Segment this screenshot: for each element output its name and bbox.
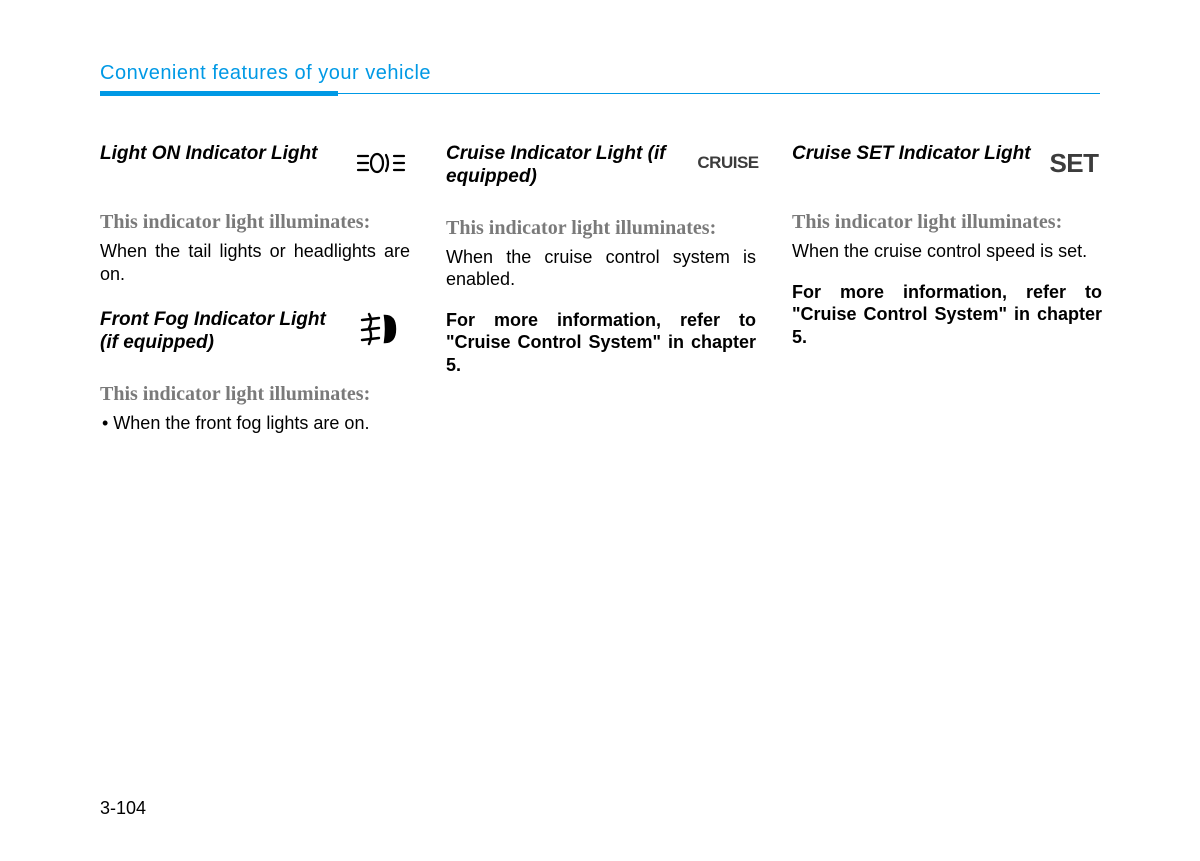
body-text: When the cruise control speed is set. — [792, 240, 1102, 263]
cruise-icon: CRUISE — [700, 143, 756, 183]
body-text: When the tail lights or headlights are o… — [100, 240, 410, 285]
column-3: Cruise SET Indicator Light SET This indi… — [792, 143, 1102, 458]
front-fog-icon — [354, 309, 410, 349]
light-on-block: Light ON Indicator Light — [100, 143, 410, 285]
body-bullet: • When the front fog lights are on. — [100, 412, 410, 435]
columns: Light ON Indicator Light — [100, 143, 1100, 458]
front-fog-block: Front Fog Indicator Light (if equipped) — [100, 309, 410, 434]
column-1: Light ON Indicator Light — [100, 143, 410, 458]
more-info: For more information, refer to "Cruise C… — [792, 281, 1102, 349]
section-title: Convenient features of your vehicle — [100, 62, 431, 89]
title-row: Front Fog Indicator Light (if equipped) — [100, 309, 410, 355]
title-row: Light ON Indicator Light — [100, 143, 410, 183]
page-number: 3-104 — [100, 798, 146, 819]
column-2: Cruise Indicator Light (if equipped) CRU… — [446, 143, 756, 458]
block-title: Front Fog Indicator Light (if equipped) — [100, 309, 346, 355]
subhead: This indicator light illuminates: — [446, 217, 756, 240]
body-text: When the cruise control system is enable… — [446, 246, 756, 291]
more-info: For more information, refer to "Cruise C… — [446, 309, 756, 377]
subhead: This indicator light illuminates: — [100, 383, 410, 406]
title-row: Cruise Indicator Light (if equipped) CRU… — [446, 143, 756, 189]
block-title: Cruise SET Indicator Light — [792, 143, 1038, 166]
header: Convenient features of your vehicle — [100, 62, 1100, 95]
cruise-block: Cruise Indicator Light (if equipped) CRU… — [446, 143, 756, 376]
manual-page: Convenient features of your vehicle Ligh… — [0, 0, 1200, 861]
title-row: Cruise SET Indicator Light SET — [792, 143, 1102, 183]
block-title: Cruise Indicator Light (if equipped) — [446, 143, 692, 189]
subhead: This indicator light illuminates: — [792, 211, 1102, 234]
block-title: Light ON Indicator Light — [100, 143, 346, 166]
subhead: This indicator light illuminates: — [100, 211, 410, 234]
header-rule — [100, 91, 1100, 95]
cruise-set-block: Cruise SET Indicator Light SET This indi… — [792, 143, 1102, 348]
set-icon: SET — [1046, 143, 1102, 183]
thick-rule — [100, 91, 338, 96]
light-on-icon — [354, 143, 410, 183]
